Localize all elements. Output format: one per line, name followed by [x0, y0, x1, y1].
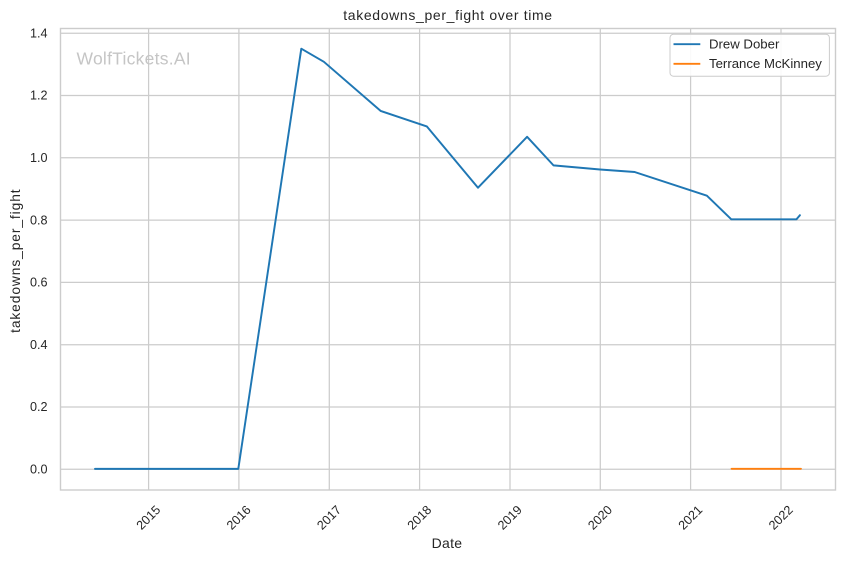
svg-text:takedowns_per_fight: takedowns_per_fight [8, 188, 23, 332]
svg-text:WolfTickets.AI: WolfTickets.AI [77, 48, 191, 68]
svg-text:1.4: 1.4 [30, 26, 48, 40]
svg-text:0.6: 0.6 [30, 276, 48, 290]
svg-text:1.2: 1.2 [30, 89, 48, 103]
svg-text:Drew Dober: Drew Dober [709, 37, 780, 52]
svg-text:0.4: 0.4 [30, 338, 48, 352]
svg-text:1.0: 1.0 [30, 151, 48, 165]
svg-text:0.0: 0.0 [30, 463, 48, 477]
svg-text:takedowns_per_fight over time: takedowns_per_fight over time [343, 7, 553, 23]
svg-text:Date: Date [432, 535, 463, 551]
svg-text:0.2: 0.2 [30, 400, 48, 414]
svg-text:0.8: 0.8 [30, 213, 48, 227]
svg-text:Terrance McKinney: Terrance McKinney [709, 56, 822, 71]
